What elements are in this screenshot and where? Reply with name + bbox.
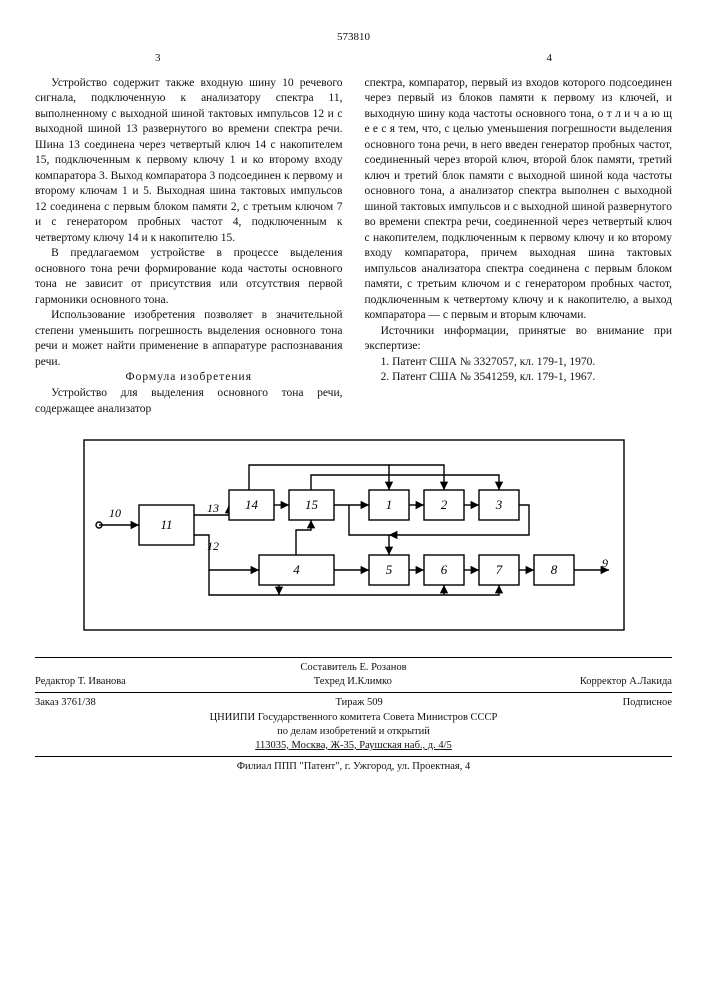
svg-text:15: 15: [305, 497, 319, 512]
techred: Техред И.Климко: [314, 675, 392, 689]
paragraph: Устройство содержит также входную шину 1…: [35, 76, 343, 247]
svg-text:7: 7: [495, 562, 502, 577]
address: 113035, Москва, Ж-35, Раушская наб., д. …: [35, 739, 672, 753]
svg-text:10: 10: [109, 506, 121, 520]
source-item: 1. Патент США № 3327057, кл. 179-1, 1970…: [365, 355, 673, 371]
diagram-svg: 111415123456781013129: [79, 435, 629, 635]
source-item: 2. Патент США № 3541259, кл. 179-1, 1967…: [365, 370, 673, 386]
svg-text:4: 4: [293, 562, 300, 577]
compiler: Составитель Е. Розанов: [35, 661, 672, 675]
address: Филиал ППП "Патент", г. Ужгород, ул. Про…: [35, 760, 672, 774]
svg-text:9: 9: [602, 556, 608, 570]
org-line: ЦНИИПИ Государственного комитета Совета …: [35, 711, 672, 725]
col-num-left: 3: [155, 51, 161, 66]
body-text: Устройство содержит также входную шину 1…: [35, 76, 672, 417]
column-header: 3 4: [35, 51, 672, 66]
svg-text:3: 3: [494, 497, 502, 512]
corrector: Корректор А.Лакида: [580, 675, 672, 689]
svg-text:8: 8: [550, 562, 557, 577]
col-num-right: 4: [547, 51, 553, 66]
sources-title: Источники информации, принятые во вниман…: [365, 324, 673, 355]
paragraph: Использование изобретения позволяет в зн…: [35, 308, 343, 370]
svg-text:13: 13: [207, 501, 219, 515]
paragraph: спектра, компаратор, первый из входов ко…: [365, 76, 673, 324]
editor: Редактор Т. Иванова: [35, 675, 126, 689]
svg-text:11: 11: [160, 517, 172, 532]
patent-number: 573810: [35, 30, 672, 45]
svg-text:6: 6: [440, 562, 447, 577]
svg-text:12: 12: [207, 539, 219, 553]
footer: Составитель Е. Розанов Редактор Т. Ивано…: [35, 657, 672, 774]
org-line: по делам изобретений и открытий: [35, 725, 672, 739]
order: Заказ 3761/38: [35, 696, 96, 710]
svg-text:2: 2: [440, 497, 447, 512]
paragraph: В предлагаемом устройстве в процессе выд…: [35, 246, 343, 308]
subscription: Подписное: [623, 696, 672, 710]
block-diagram: 111415123456781013129: [79, 435, 629, 635]
svg-text:1: 1: [385, 497, 392, 512]
paragraph: Устройство для выделения основного тона …: [35, 386, 343, 417]
formula-title: Формула изобретения: [35, 370, 343, 386]
svg-text:5: 5: [385, 562, 392, 577]
svg-text:14: 14: [245, 497, 259, 512]
tirazh: Тираж 509: [335, 696, 382, 710]
